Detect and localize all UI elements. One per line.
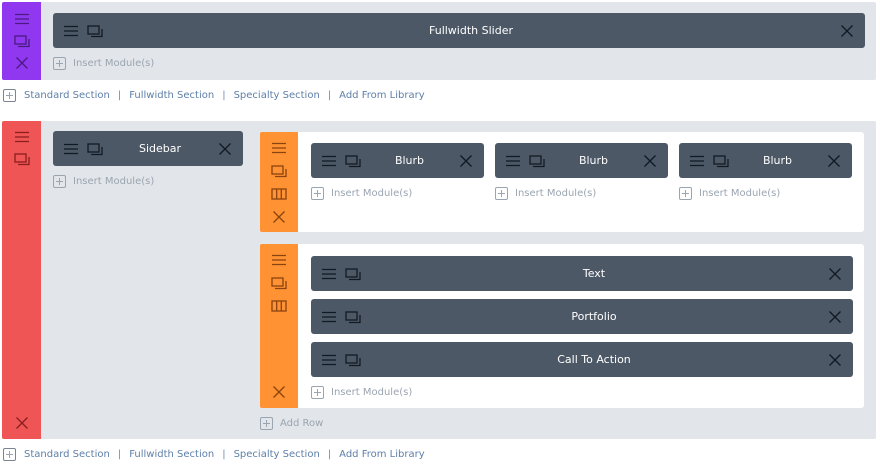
plus-icon (679, 187, 692, 200)
menu-icon[interactable] (63, 23, 79, 39)
plus-icon (260, 417, 273, 430)
duplicate-icon[interactable] (345, 266, 361, 282)
insert-module-button[interactable]: Insert Module(s) (495, 187, 596, 200)
close-icon[interactable] (826, 153, 842, 169)
plus-icon (311, 386, 324, 399)
plus-icon (3, 89, 16, 102)
close-icon[interactable] (839, 23, 855, 39)
module-label: Text (582, 267, 606, 280)
row-2: Text Portfolio Call To Action Insert Mod… (260, 244, 864, 408)
insert-module-button[interactable]: Insert Module(s) (311, 187, 412, 200)
module-sidebar[interactable]: Sidebar (53, 131, 243, 166)
duplicate-icon[interactable] (529, 153, 545, 169)
menu-icon[interactable] (14, 11, 30, 27)
duplicate-icon[interactable] (345, 309, 361, 325)
duplicate-icon[interactable] (271, 163, 287, 179)
module-label: Sidebar (138, 142, 182, 155)
add-section-links: Standard Section | Fullwidth Section | Spe… (3, 448, 425, 461)
row-1: Blurb Insert Module(s) Blurb Insert Modu… (260, 132, 864, 232)
plus-icon (311, 187, 324, 200)
menu-icon[interactable] (271, 140, 287, 156)
duplicate-icon[interactable] (713, 153, 729, 169)
module[interactable]: Text (311, 256, 853, 291)
section-handle[interactable] (2, 121, 41, 439)
menu-icon[interactable] (321, 352, 337, 368)
row-handle[interactable] (260, 132, 298, 232)
standard-section-link[interactable]: Standard Section (24, 449, 110, 460)
close-icon[interactable] (827, 352, 843, 368)
plus-icon (53, 57, 66, 70)
standard-section-link[interactable]: Standard Section (24, 90, 110, 101)
close-icon[interactable] (14, 415, 30, 431)
specialty-section: Sidebar Insert Module(s) Blurb Insert Mo… (2, 121, 876, 439)
insert-module-button[interactable]: Insert Module(s) (53, 175, 154, 188)
plus-icon (495, 187, 508, 200)
section-handle[interactable] (2, 2, 41, 80)
menu-icon[interactable] (63, 141, 79, 157)
menu-icon[interactable] (505, 153, 521, 169)
duplicate-icon[interactable] (345, 352, 361, 368)
menu-icon[interactable] (271, 252, 287, 268)
duplicate-icon[interactable] (87, 141, 103, 157)
module-fullwidth-slider[interactable]: Fullwidth Slider (53, 13, 865, 48)
duplicate-icon[interactable] (13, 33, 30, 49)
close-icon[interactable] (271, 209, 287, 225)
insert-module-button[interactable]: Insert Module(s) (679, 187, 780, 200)
fullwidth-section-link[interactable]: Fullwidth Section (129, 90, 215, 101)
module-label: Call To Action (557, 353, 631, 366)
module-label: Blurb (762, 154, 793, 167)
add-from-library-link[interactable]: Add From Library (339, 449, 425, 460)
plus-icon (53, 175, 66, 188)
duplicate-icon[interactable] (13, 151, 30, 167)
menu-icon[interactable] (321, 309, 337, 325)
insert-module-button[interactable]: Insert Module(s) (53, 57, 154, 70)
menu-icon[interactable] (14, 129, 30, 145)
close-icon[interactable] (827, 266, 843, 282)
close-icon[interactable] (271, 384, 287, 400)
add-row-button[interactable]: Add Row (260, 417, 323, 430)
menu-icon[interactable] (321, 266, 337, 282)
close-icon[interactable] (458, 153, 474, 169)
module[interactable]: Blurb (495, 143, 668, 178)
module[interactable]: Blurb (311, 143, 484, 178)
duplicate-icon[interactable] (345, 153, 361, 169)
add-section-links: Standard Section | Fullwidth Section | Spe… (3, 89, 425, 102)
fullwidth-section-link[interactable]: Fullwidth Section (129, 449, 215, 460)
columns-icon[interactable] (271, 186, 287, 202)
close-icon[interactable] (642, 153, 658, 169)
specialty-section-link[interactable]: Specialty Section (233, 90, 320, 101)
module-label: Blurb (394, 154, 425, 167)
module-label: Fullwidth Slider (429, 24, 513, 37)
module-label: Blurb (578, 154, 609, 167)
close-icon[interactable] (217, 141, 233, 157)
specialty-section-link[interactable]: Specialty Section (233, 449, 320, 460)
menu-icon[interactable] (689, 153, 705, 169)
module-label: Portfolio (571, 310, 617, 323)
add-from-library-link[interactable]: Add From Library (339, 90, 425, 101)
duplicate-icon[interactable] (271, 275, 287, 291)
module[interactable]: Call To Action (311, 342, 853, 377)
close-icon[interactable] (827, 309, 843, 325)
duplicate-icon[interactable] (87, 23, 103, 39)
close-icon[interactable] (14, 55, 30, 71)
module[interactable]: Portfolio (311, 299, 853, 334)
plus-icon (3, 448, 16, 461)
fullwidth-section: Fullwidth Slider Insert Module(s) (2, 2, 876, 80)
row-handle[interactable] (260, 244, 298, 408)
module[interactable]: Blurb (679, 143, 852, 178)
menu-icon[interactable] (321, 153, 337, 169)
columns-icon[interactable] (271, 298, 287, 314)
insert-module-button[interactable]: Insert Module(s) (311, 386, 412, 399)
